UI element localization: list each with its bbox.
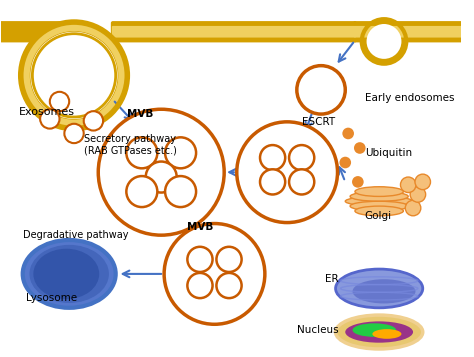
Ellipse shape — [353, 279, 416, 303]
Circle shape — [289, 145, 314, 170]
Circle shape — [289, 169, 314, 195]
Circle shape — [164, 223, 265, 324]
Ellipse shape — [345, 321, 413, 343]
Circle shape — [187, 273, 212, 298]
Circle shape — [187, 247, 212, 272]
Text: Lysosome: Lysosome — [26, 293, 77, 303]
Text: Degradative pathway: Degradative pathway — [23, 230, 128, 240]
Text: Golgi: Golgi — [365, 211, 392, 221]
FancyBboxPatch shape — [112, 26, 356, 37]
Circle shape — [84, 111, 103, 131]
FancyBboxPatch shape — [111, 21, 357, 42]
Circle shape — [146, 162, 177, 192]
Circle shape — [50, 92, 69, 111]
Circle shape — [165, 137, 196, 169]
Circle shape — [237, 122, 337, 222]
Circle shape — [362, 19, 406, 64]
Ellipse shape — [353, 323, 396, 337]
Circle shape — [410, 187, 426, 202]
Text: Secretory pathway
(RAB GTPases etc.): Secretory pathway (RAB GTPases etc.) — [84, 134, 177, 156]
Circle shape — [127, 176, 157, 207]
Circle shape — [401, 177, 416, 192]
FancyBboxPatch shape — [354, 26, 463, 37]
Ellipse shape — [355, 206, 403, 216]
Circle shape — [30, 32, 118, 119]
Circle shape — [260, 169, 285, 195]
Circle shape — [127, 137, 157, 169]
Circle shape — [354, 142, 365, 154]
Text: Ubiquitin: Ubiquitin — [365, 148, 412, 158]
Circle shape — [260, 145, 285, 170]
FancyBboxPatch shape — [0, 21, 62, 42]
Ellipse shape — [33, 249, 99, 299]
Ellipse shape — [355, 187, 403, 196]
Ellipse shape — [336, 269, 423, 308]
Ellipse shape — [350, 201, 408, 211]
Ellipse shape — [345, 196, 413, 206]
Circle shape — [217, 273, 242, 298]
Circle shape — [98, 109, 224, 235]
Text: Nucleus: Nucleus — [297, 325, 338, 335]
Ellipse shape — [29, 245, 109, 303]
Circle shape — [165, 176, 196, 207]
Circle shape — [297, 66, 345, 114]
Text: ESCRT: ESCRT — [301, 117, 335, 127]
Ellipse shape — [23, 240, 116, 308]
Circle shape — [217, 247, 242, 272]
Circle shape — [405, 200, 421, 216]
Circle shape — [21, 22, 128, 129]
Ellipse shape — [336, 315, 423, 349]
Circle shape — [342, 128, 354, 139]
Circle shape — [366, 24, 401, 59]
Ellipse shape — [350, 192, 408, 201]
Circle shape — [352, 176, 364, 188]
Text: Exosomes: Exosomes — [19, 107, 75, 117]
Text: ER: ER — [325, 274, 338, 284]
Circle shape — [64, 124, 84, 143]
FancyBboxPatch shape — [353, 21, 464, 42]
Text: Early endosomes: Early endosomes — [365, 92, 454, 102]
Text: MVB: MVB — [187, 222, 213, 232]
Circle shape — [339, 157, 351, 169]
Text: MVB: MVB — [127, 109, 153, 119]
Circle shape — [415, 174, 430, 190]
Circle shape — [40, 109, 60, 129]
Ellipse shape — [373, 329, 401, 339]
